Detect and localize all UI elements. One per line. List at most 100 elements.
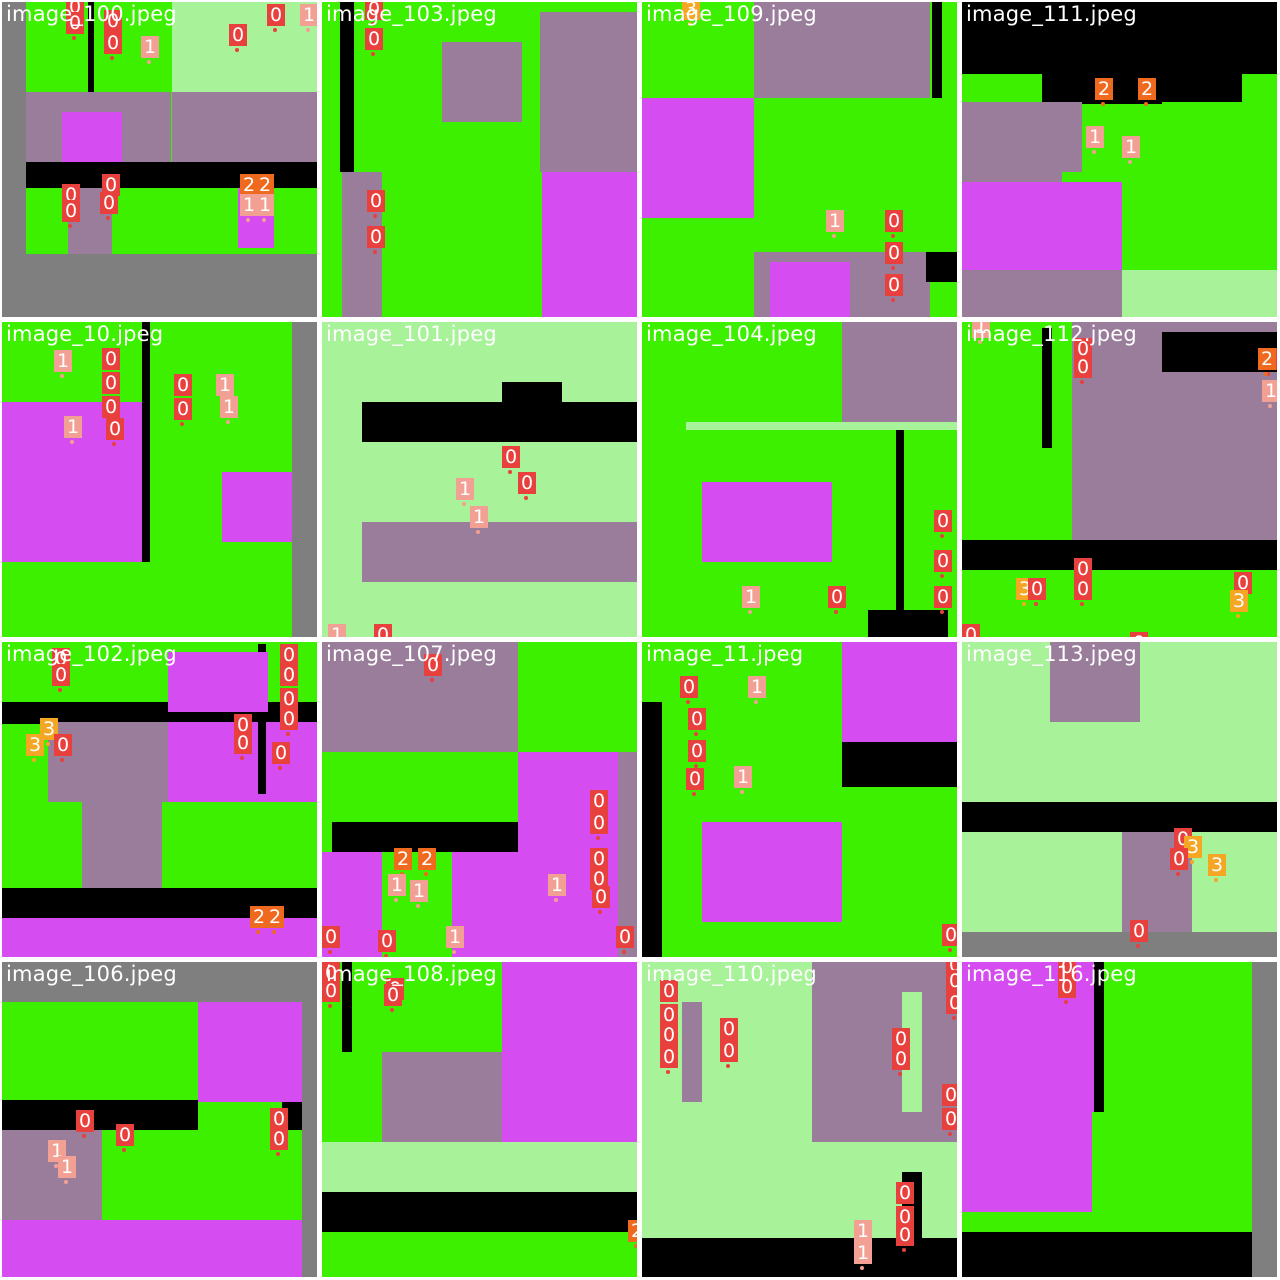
class-label: 1 — [220, 396, 239, 418]
keypoint-dot — [1144, 102, 1148, 106]
class-label: 0 — [896, 1224, 915, 1246]
tile-filename: image_107.jpeg — [326, 642, 497, 666]
image-region — [962, 270, 1122, 317]
mosaic-tile: image_11.jpeg 0 1 0 0 0 1 0 — [642, 642, 957, 957]
keypoint-dot — [328, 950, 332, 954]
image-region — [962, 722, 1277, 812]
keypoint-dot — [122, 1148, 126, 1152]
image-region — [382, 1052, 502, 1142]
class-label: 0 — [686, 768, 705, 790]
keypoint-dot — [371, 52, 375, 56]
image-region — [962, 642, 1050, 722]
image-region — [2, 1220, 317, 1277]
keypoint-dot — [276, 1152, 280, 1156]
image-region — [618, 752, 637, 957]
class-label: 0 — [102, 396, 121, 418]
keypoint-dot — [891, 298, 895, 302]
class-label: 0 — [322, 962, 341, 984]
image-region — [2, 1100, 198, 1130]
tile-filename: image_11.jpeg — [646, 642, 804, 666]
image-region — [342, 962, 352, 1052]
class-label: 0 — [885, 210, 904, 232]
keypoint-dot — [832, 234, 836, 238]
keypoint-dot — [256, 930, 260, 934]
class-label: 3 — [1184, 836, 1203, 858]
class-label: 0 — [280, 688, 299, 710]
class-label: 0 — [590, 812, 609, 834]
class-label: 3 — [1208, 854, 1227, 876]
image-region — [540, 12, 637, 172]
class-label: 1 — [1086, 126, 1105, 148]
keypoint-dot — [524, 496, 528, 500]
keypoint-dot — [416, 904, 420, 908]
keypoint-dot — [891, 234, 895, 238]
keypoint-dot — [940, 534, 944, 538]
image-region — [962, 1112, 1092, 1212]
image-region — [198, 1002, 317, 1102]
class-label: 0 — [1234, 572, 1253, 594]
image-region — [62, 112, 122, 162]
class-label: 0 — [106, 418, 125, 440]
keypoint-dot — [1092, 150, 1096, 154]
class-label: 0 — [660, 980, 679, 1002]
class-label: 0 — [1130, 920, 1149, 942]
keypoint-dot — [948, 948, 952, 952]
keypoint-dot — [390, 1008, 394, 1012]
class-label: 0 — [616, 926, 635, 948]
image-region — [842, 642, 957, 702]
keypoint-dot — [32, 758, 36, 762]
keypoint-dot — [692, 792, 696, 796]
class-label: 0 — [892, 1028, 911, 1050]
tile-filename: image_113.jpeg — [966, 642, 1137, 666]
keypoint-dot — [1264, 372, 1268, 376]
class-label: 0 — [280, 708, 299, 730]
keypoint-dot — [891, 266, 895, 270]
keypoint-dot — [70, 440, 74, 444]
image-region — [222, 472, 292, 542]
keypoint-dot — [1080, 602, 1084, 606]
class-label: 0 — [322, 980, 341, 1002]
image-region — [1102, 962, 1252, 1112]
keypoint-dot — [508, 470, 512, 474]
image-region — [518, 642, 637, 752]
image-region — [642, 98, 754, 218]
image-region — [962, 962, 1102, 1112]
class-label: 1 — [256, 194, 275, 216]
image-region — [332, 822, 518, 852]
keypoint-dot — [424, 872, 428, 876]
keypoint-dot — [476, 530, 480, 534]
class-label: 0 — [280, 644, 299, 666]
keypoint-dot — [686, 700, 690, 704]
keypoint-dot — [286, 732, 290, 736]
class-label: 0 — [1074, 356, 1093, 378]
class-label: 0 — [66, 12, 85, 34]
image-region — [962, 932, 1277, 957]
tile-filename: image_100.jpeg — [6, 2, 177, 26]
class-label: 0 — [102, 174, 121, 196]
class-label: 0 — [934, 510, 953, 532]
image-region — [88, 2, 94, 92]
class-label: 2 — [1095, 78, 1114, 100]
keypoint-dot — [373, 214, 377, 218]
image-region — [302, 1002, 317, 1277]
class-label: 0 — [76, 1110, 95, 1132]
class-label: 0 — [896, 1206, 915, 1228]
mosaic-tile: image_10.jpeg 1 0 0 0 1 0 0 0 1 1 — [2, 322, 317, 637]
image-region — [902, 992, 922, 1112]
class-label: 0 — [962, 624, 981, 637]
class-label: 0 — [660, 1024, 679, 1046]
tile-filename: image_10.jpeg — [6, 322, 164, 346]
class-label: 0 — [934, 586, 953, 608]
image-region — [168, 652, 268, 712]
class-label: 0 — [234, 714, 253, 736]
class-label: 0 — [934, 550, 953, 572]
keypoint-dot — [278, 766, 282, 770]
keypoint-dot — [394, 898, 398, 902]
class-label: 0 — [102, 348, 121, 370]
image-region — [340, 2, 354, 172]
tile-filename: image_103.jpeg — [326, 2, 497, 26]
class-label: 1 — [58, 1156, 77, 1178]
tile-filename: image_109.jpeg — [646, 2, 817, 26]
mosaic-tile: image_111.jpeg 2 2 1 1 — [962, 2, 1277, 317]
tile-filename: image_101.jpeg — [326, 322, 497, 346]
